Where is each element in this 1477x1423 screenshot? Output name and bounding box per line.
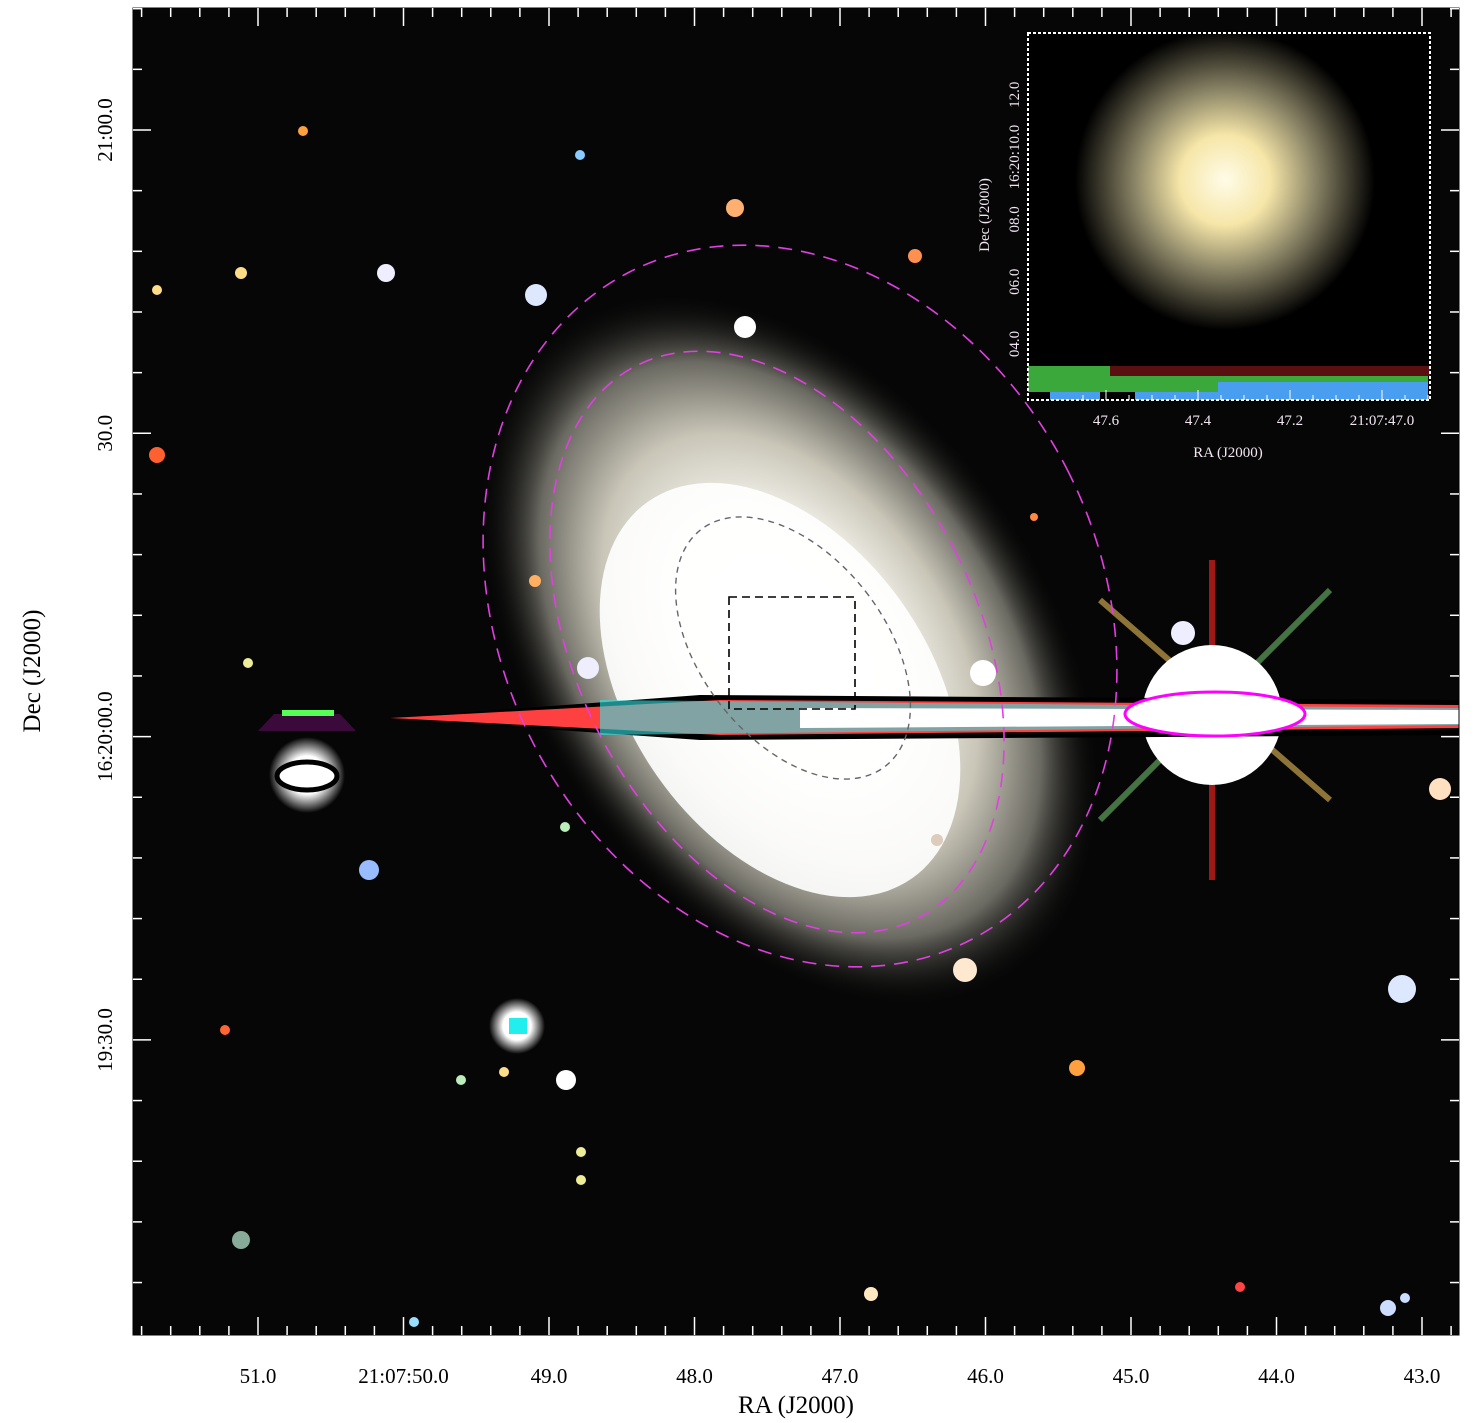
- y-tick-label: 21:00.0: [93, 98, 117, 162]
- star: [864, 1287, 878, 1301]
- star: [1400, 1293, 1410, 1303]
- inset-y-tick-label: 06.0: [1007, 269, 1023, 295]
- star: [575, 150, 585, 160]
- inset-x-tick-label: 47.6: [1093, 413, 1120, 429]
- star: [409, 1317, 419, 1327]
- x-tick-label: 48.0: [676, 1364, 713, 1388]
- inset-x-tick-label: 21:07:47.0: [1350, 413, 1415, 429]
- star: [149, 447, 165, 463]
- star: [577, 657, 599, 679]
- star: [908, 249, 922, 263]
- star: [726, 199, 744, 217]
- star: [734, 316, 756, 338]
- star: [152, 285, 162, 295]
- y-tick-label: 16:20:00.0: [93, 691, 117, 781]
- star: [1380, 1300, 1396, 1316]
- inset-x-tick-label: 47.4: [1185, 413, 1212, 429]
- y-tick-label: 30.0: [93, 415, 117, 452]
- star: [1030, 513, 1038, 521]
- star: [359, 860, 379, 880]
- x-tick-label: 43.0: [1404, 1364, 1441, 1388]
- inset-x-label: RA (J2000): [1193, 445, 1263, 461]
- star: [298, 126, 308, 136]
- star: [525, 284, 547, 306]
- star: [953, 958, 977, 982]
- x-tick-label: 49.0: [531, 1364, 568, 1388]
- star: [560, 822, 570, 832]
- star: [235, 267, 247, 279]
- star: [243, 658, 253, 668]
- inset-y-label: Dec (J2000): [977, 178, 993, 252]
- inset-y-tick-label: 12.0: [1007, 82, 1023, 108]
- star: [1429, 778, 1451, 800]
- x-tick-label: 44.0: [1258, 1364, 1295, 1388]
- star: [1069, 1060, 1085, 1076]
- y-axis-label: Dec (J2000): [19, 610, 46, 733]
- inset-y-tick-label: 04.0: [1007, 331, 1023, 357]
- star: [1235, 1282, 1245, 1292]
- star: [529, 575, 541, 587]
- star: [1388, 975, 1416, 1003]
- x-tick-label: 46.0: [967, 1364, 1004, 1388]
- star: [576, 1147, 586, 1157]
- x-tick-label: 45.0: [1113, 1364, 1150, 1388]
- star: [576, 1175, 586, 1185]
- inset: [1027, 30, 1431, 401]
- x-tick-label: 47.0: [822, 1364, 859, 1388]
- frame: [132, 7, 1460, 1336]
- x-axis-label: RA (J2000): [738, 1392, 854, 1419]
- star: [931, 834, 943, 846]
- inset-x-tick-label: 47.2: [1277, 413, 1303, 429]
- inset-y-tick-label: 16:20:10.0: [1007, 125, 1023, 190]
- x-tick-label: 51.0: [240, 1364, 277, 1388]
- x-tick-label: 21:07:50.0: [358, 1364, 448, 1388]
- star: [377, 264, 395, 282]
- star: [1171, 621, 1195, 645]
- inset-y-tick-label: 08.0: [1007, 206, 1023, 232]
- star: [220, 1025, 230, 1035]
- star: [970, 660, 996, 686]
- star: [499, 1067, 509, 1077]
- star: [556, 1070, 576, 1090]
- y-tick-label: 19:30.0: [93, 1008, 117, 1072]
- star: [232, 1231, 250, 1249]
- star: [456, 1075, 466, 1085]
